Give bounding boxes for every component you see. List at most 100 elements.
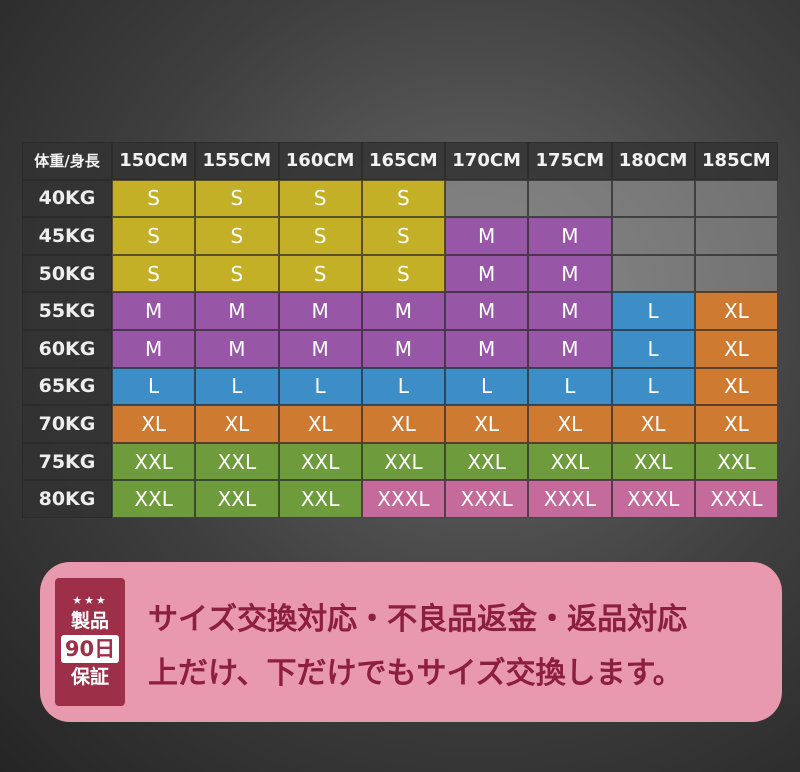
size-cell: M	[445, 292, 529, 330]
size-cell: XL	[278, 405, 362, 443]
empty-cell	[611, 217, 695, 255]
empty-cell	[445, 179, 529, 218]
size-cell: S	[278, 254, 362, 293]
badge-text: 90日	[60, 634, 120, 663]
size-cell: S	[361, 217, 445, 255]
header-row: 体重/身長 150CM 155CM 160CM 165CM 170CM 175CM 180CM…	[22, 142, 778, 180]
size-cell: S	[112, 254, 196, 293]
empty-cell	[611, 254, 695, 293]
row-label: 70KG	[22, 405, 112, 443]
size-cell: M	[361, 329, 445, 368]
row-label: 40KG	[22, 179, 112, 218]
size-cell: L	[195, 367, 279, 406]
size-cell: M	[278, 329, 362, 368]
size-cell: XL	[694, 329, 778, 368]
row-label: 80KG	[22, 480, 112, 518]
size-cell: L	[445, 367, 529, 406]
size-cell: XL	[361, 405, 445, 443]
size-cell: M	[195, 292, 279, 330]
size-cell: L	[611, 367, 695, 406]
banner-text: 上だけ、下だけでもサイズ交換します。	[148, 656, 683, 691]
table-row: 80KG XXL XXL XXL XXXL XXXL XXXL XXXL XXXL	[22, 480, 778, 518]
size-cell: XL	[694, 367, 778, 406]
size-cell: XXL	[694, 442, 778, 481]
size-cell: S	[112, 179, 196, 218]
size-cell: M	[445, 217, 529, 255]
size-cell: M	[112, 292, 196, 330]
size-cell: XXXL	[528, 480, 612, 518]
size-cell: L	[611, 329, 695, 368]
size-cell: XXL	[195, 442, 279, 481]
size-cell: XXL	[278, 480, 362, 518]
size-cell: XXL	[361, 442, 445, 481]
size-cell: XL	[195, 405, 279, 443]
empty-cell	[611, 179, 695, 218]
size-cell: L	[611, 292, 695, 330]
badge-stars: ★★★	[72, 593, 108, 607]
empty-cell	[694, 254, 778, 293]
header-cell: 体重/身長	[22, 142, 112, 180]
size-cell: L	[361, 367, 445, 406]
row-label: 65KG	[22, 367, 112, 406]
size-cell: S	[361, 254, 445, 293]
header-cell: 180CM	[611, 142, 695, 180]
size-cell: XXL	[445, 442, 529, 481]
table-row: 50KG S S S S M M	[22, 254, 778, 293]
header-cell: 165CM	[361, 142, 445, 180]
size-cell: M	[528, 329, 612, 368]
size-cell: S	[195, 254, 279, 293]
row-label: 50KG	[22, 254, 112, 293]
size-cell: M	[528, 217, 612, 255]
size-cell: S	[195, 179, 279, 218]
size-cell: XXL	[112, 442, 196, 481]
size-cell: M	[195, 329, 279, 368]
size-cell: XXL	[278, 442, 362, 481]
banner: ★★★ 製品 90日 保証 サイズ交換対応・不良品返金・返品対応 上だけ、下だけ…	[40, 562, 782, 722]
size-cell: M	[278, 292, 362, 330]
header-cell: 175CM	[528, 142, 612, 180]
table-row: 60KG M M M M M M L XL	[22, 329, 778, 368]
size-cell: XXL	[195, 480, 279, 518]
size-table: 体重/身長 150CM 155CM 160CM 165CM 170CM 175CM 180CM…	[22, 142, 778, 518]
size-cell: L	[112, 367, 196, 406]
size-cell: M	[112, 329, 196, 368]
size-cell: S	[278, 179, 362, 218]
size-cell: M	[528, 254, 612, 293]
size-cell: XXL	[112, 480, 196, 518]
row-label: 75KG	[22, 442, 112, 481]
size-cell: XXXL	[361, 480, 445, 518]
size-cell: XXXL	[694, 480, 778, 518]
size-cell: M	[445, 254, 529, 293]
badge-text: 製品	[70, 609, 109, 632]
empty-cell	[528, 179, 612, 218]
size-cell: XXL	[528, 442, 612, 481]
header-cell: 185CM	[694, 142, 778, 180]
row-label: 55KG	[22, 292, 112, 330]
empty-cell	[694, 217, 778, 255]
table-row: 40KG S S S S	[22, 179, 778, 218]
size-cell: XL	[694, 292, 778, 330]
size-cell: M	[528, 292, 612, 330]
header-cell: 155CM	[195, 142, 279, 180]
header-cell: 150CM	[112, 142, 196, 180]
size-cell: S	[278, 217, 362, 255]
size-cell: XXL	[611, 442, 695, 481]
table-row: 70KG XL XL XL XL XL XL XL XL	[22, 405, 778, 443]
size-cell: XL	[528, 405, 612, 443]
size-cell: S	[112, 217, 196, 255]
size-cell: XL	[694, 405, 778, 443]
row-label: 60KG	[22, 329, 112, 368]
size-cell: L	[528, 367, 612, 406]
size-cell: M	[445, 329, 529, 368]
banner-text: サイズ交換対応・不良品返金・返品対応	[148, 602, 688, 637]
header-cell: 160CM	[278, 142, 362, 180]
size-cell: XL	[611, 405, 695, 443]
size-cell: XXXL	[611, 480, 695, 518]
size-cell: M	[361, 292, 445, 330]
badge: ★★★ 製品 90日 保証	[55, 578, 125, 706]
size-cell: S	[361, 179, 445, 218]
table-row: 55KG M M M M M M L XL	[22, 292, 778, 330]
badge-text: 保証	[70, 665, 109, 688]
empty-cell	[694, 179, 778, 218]
